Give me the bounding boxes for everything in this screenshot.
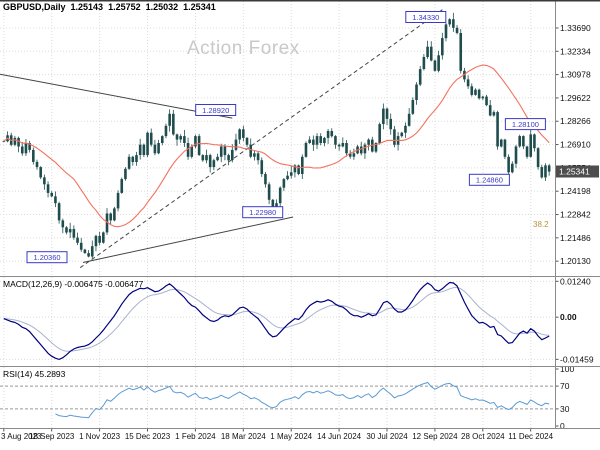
svg-text:3 Aug 2023: 3 Aug 2023 [1,432,42,441]
moving-average-line [3,64,550,228]
macd-label: MACD(12,26,9) -0.006475 -0.006477 [3,279,144,289]
svg-text:-0.01459: -0.01459 [560,354,594,364]
price-tag[interactable]: 1.20360 [26,251,68,264]
svg-text:1.25341: 1.25341 [559,167,590,177]
quote-low: 1.25032 [145,2,179,12]
panel-separators [0,0,600,429]
svg-text:1.30978: 1.30978 [560,70,591,80]
svg-text:30 Jul 2024: 30 Jul 2024 [366,432,408,441]
svg-text:1.22980: 1.22980 [249,208,276,217]
svg-text:1.28266: 1.28266 [560,116,591,126]
svg-text:1 May 2024: 1 May 2024 [270,432,312,441]
svg-text:1 Nov 2023: 1 Nov 2023 [79,432,120,441]
quote-close: 1.25341 [183,2,216,12]
price-tag[interactable]: 1.34330 [405,11,447,23]
symbol-timeframe: GBPUSD,Daily [3,2,66,12]
candlestick-series [2,12,551,259]
svg-text:28 Oct 2024: 28 Oct 2024 [461,432,505,441]
svg-text:100: 100 [560,364,574,374]
chart-header: GBPUSD,Daily 1.25143 1.25752 1.25032 1.2… [3,2,216,12]
svg-text:18 Mar 2024: 18 Mar 2024 [221,432,266,441]
svg-text:1.29622: 1.29622 [560,93,591,103]
support-trendline[interactable] [82,216,294,263]
svg-text:1.33690: 1.33690 [560,23,591,33]
svg-text:1.24198: 1.24198 [560,186,591,196]
quote-open: 1.25143 [70,2,104,12]
svg-text:70: 70 [560,381,570,391]
quote-high: 1.25752 [108,2,141,12]
price-tag[interactable]: 1.24860 [468,173,510,186]
svg-text:0.01240: 0.01240 [560,276,591,286]
svg-text:1.20360: 1.20360 [33,253,60,262]
svg-text:1.28920: 1.28920 [202,106,229,115]
trend-lines [0,9,443,269]
macd-signal-line [3,286,550,352]
resistance-trendline[interactable] [0,73,233,119]
watermark: Action Forex [187,38,300,59]
rsi-label: RSI(14) 45.2893 [3,369,66,379]
svg-text:1.26910: 1.26910 [560,140,591,150]
svg-text:1.22842: 1.22842 [560,210,591,220]
svg-text:14 Jun 2024: 14 Jun 2024 [317,432,362,441]
svg-text:15 Dec 2023: 15 Dec 2023 [125,432,171,441]
svg-text:1.20130: 1.20130 [560,256,591,266]
svg-text:12 Sep 2024: 12 Sep 2024 [412,432,458,441]
dashed-trendline[interactable] [79,9,443,269]
svg-text:11 Dec 2024: 11 Dec 2024 [508,432,553,441]
price-tags: 1.34330 1.28920 1.28100 1.24860 1.22980 1.203… [26,11,546,264]
svg-text:1.21486: 1.21486 [560,233,591,243]
price-tag[interactable]: 1.28100 [504,118,546,131]
rsi-levels [0,385,553,410]
svg-text:0: 0 [560,421,565,431]
svg-text:1.34330: 1.34330 [412,13,439,22]
svg-text:30: 30 [560,404,570,414]
current-price-label: 1.25341 [556,165,599,178]
svg-text:18 Sep 2023: 18 Sep 2023 [29,432,75,441]
svg-text:0.00: 0.00 [560,312,577,322]
price-tag[interactable]: 1.22980 [242,206,284,219]
rsi-line [55,381,550,419]
fib-retracement-label[interactable]: 38.2 [533,220,549,229]
svg-text:1 Feb 2024: 1 Feb 2024 [175,432,216,441]
price-tag[interactable]: 1.28920 [195,104,237,116]
macd-line [3,281,550,361]
svg-text:1.24860: 1.24860 [476,176,503,185]
svg-text:1.32334: 1.32334 [560,46,591,56]
price-axis[interactable]: 1.33690 1.32334 1.30978 1.29622 1.28266 1.269… [555,23,594,431]
svg-text:1.28100: 1.28100 [512,120,539,129]
